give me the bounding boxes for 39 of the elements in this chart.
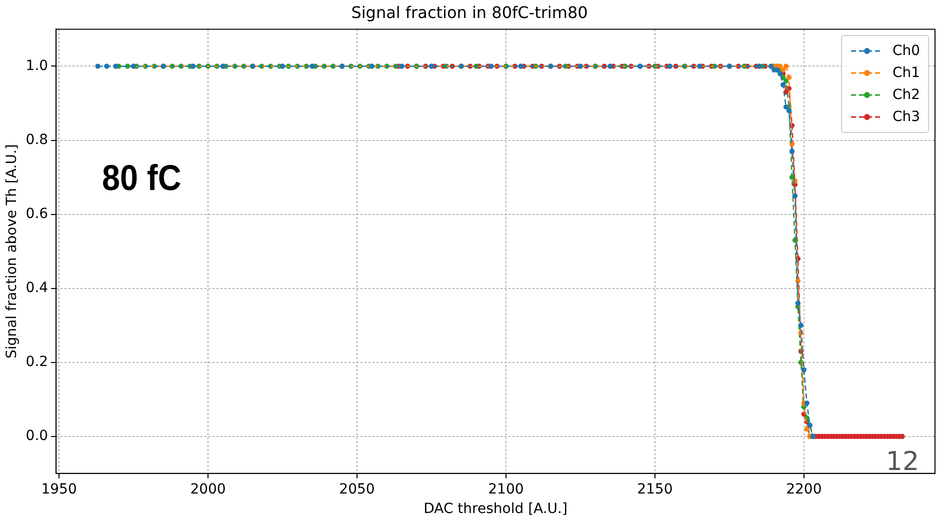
annotation: 80 fC [102,157,182,200]
y-tick-label: 0.0 [26,428,48,444]
point [780,67,786,73]
x-tick-label: 1950 [41,481,77,498]
point [801,367,807,372]
point [798,322,804,328]
y-tick-label: 0.2 [26,354,48,370]
point [777,71,783,76]
x-tick-label: 2000 [190,481,226,498]
point [789,148,795,154]
point [783,64,789,69]
x-tick-label: 2050 [339,481,375,498]
point [780,82,786,88]
x-tick-label: 2200 [786,481,822,498]
point [792,193,798,198]
x-tick-label: 2100 [488,481,524,498]
x-axis-title: DAC threshold [A.U.] [424,501,568,518]
point [804,400,810,406]
point [95,64,100,69]
y-tick-label: 0.4 [26,280,48,296]
legend-label: Ch2 [892,87,920,104]
chart-title: Signal fraction in 80fC-trim80 [351,2,588,22]
y-tick-label: 0.8 [26,132,48,148]
x-tick-label: 2150 [637,481,673,498]
point [786,74,792,80]
y-tick-label: 1.0 [26,58,48,74]
legend-label: Ch0 [892,43,920,60]
y-tick-label: 0.6 [26,206,48,222]
point [113,64,118,69]
point [783,78,789,84]
legend-label: Ch3 [892,109,920,126]
legend-label: Ch1 [892,65,920,82]
point [783,104,789,110]
point [804,426,810,432]
y-axis-title: Signal fraction above Th [A.U.] [4,144,20,358]
point [104,64,110,69]
point [786,108,792,114]
annotation: 12 [886,447,919,478]
point [795,300,801,306]
